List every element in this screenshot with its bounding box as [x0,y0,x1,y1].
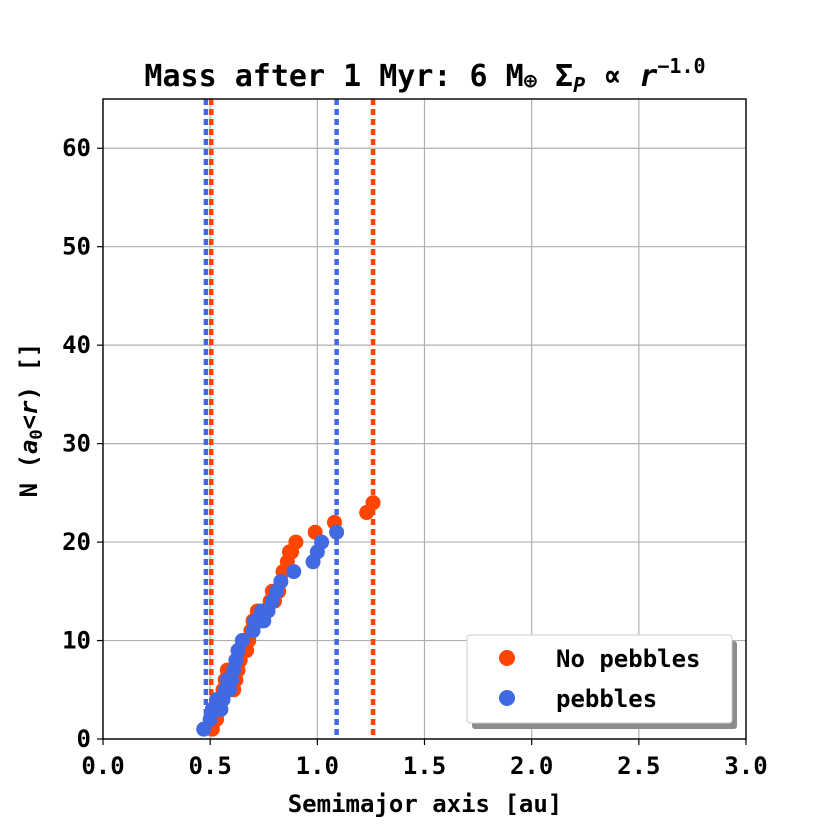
point-pebbles [234,633,250,649]
ylabel-a: a [15,440,43,454]
legend: No pebbles pebbles [466,634,737,729]
ylabel-lt: < [15,415,43,429]
ylabel-suffix: ) [] [15,343,43,401]
title-main: Mass after 1 Myr: 6 M [144,59,523,94]
x-tick-label: 2.0 [510,752,553,780]
x-tick-label: 1.5 [403,752,446,780]
y-tick-label: 40 [62,331,91,359]
legend-marker-pebbles [499,690,515,706]
point-no-pebbles [365,495,381,511]
legend-label-pebbles: pebbles [556,685,657,713]
ylabel-r: r [15,400,43,415]
data-points [196,495,381,737]
title-earth-symbol: ⊕ [524,69,537,94]
point-pebbles [314,534,330,550]
title-r: r [639,59,657,94]
x-tick-label: 0.5 [188,752,231,780]
y-tick-label: 30 [62,430,91,458]
vertical-markers [203,99,376,739]
ylabel-sub: 0 [27,429,47,439]
ylabel-prefix: N ( [15,454,43,497]
point-pebbles [329,524,345,540]
title-propto: ∝ [603,59,621,94]
point-no-pebbles [288,534,304,550]
legend-label-no-pebbles: No pebbles [556,645,701,673]
x-tick-label: 1.0 [296,752,339,780]
y-tick-label: 50 [62,233,91,261]
point-pebbles [273,573,289,589]
y-axis-label: N (a0<r) [] [15,343,47,498]
y-tick-label: 20 [62,528,91,556]
point-pebbles [286,564,302,580]
legend-marker-no-pebbles [499,650,515,666]
x-tick-label: 3.0 [724,752,767,780]
y-tick-label: 60 [62,134,91,162]
title-sigma: Σ [555,59,573,94]
x-axis-label: Semimajor axis [au] [288,790,563,818]
x-tick-label: 0.0 [81,752,124,780]
chart-title: Mass after 1 Myr: 6 M⊕ ΣP ∝ r−1.0 [144,54,705,97]
y-tick-label: 0 [77,725,91,753]
legend-box [466,634,733,724]
title-sigma-sub: P [573,73,585,97]
title-exponent: −1.0 [657,54,705,78]
y-tick-label: 10 [62,627,91,655]
x-tick-label: 2.5 [617,752,660,780]
axis-ticks: 0.0 0.5 1.0 1.5 2.0 2.5 3.0 0 10 20 30 40 50 60 [62,134,768,780]
